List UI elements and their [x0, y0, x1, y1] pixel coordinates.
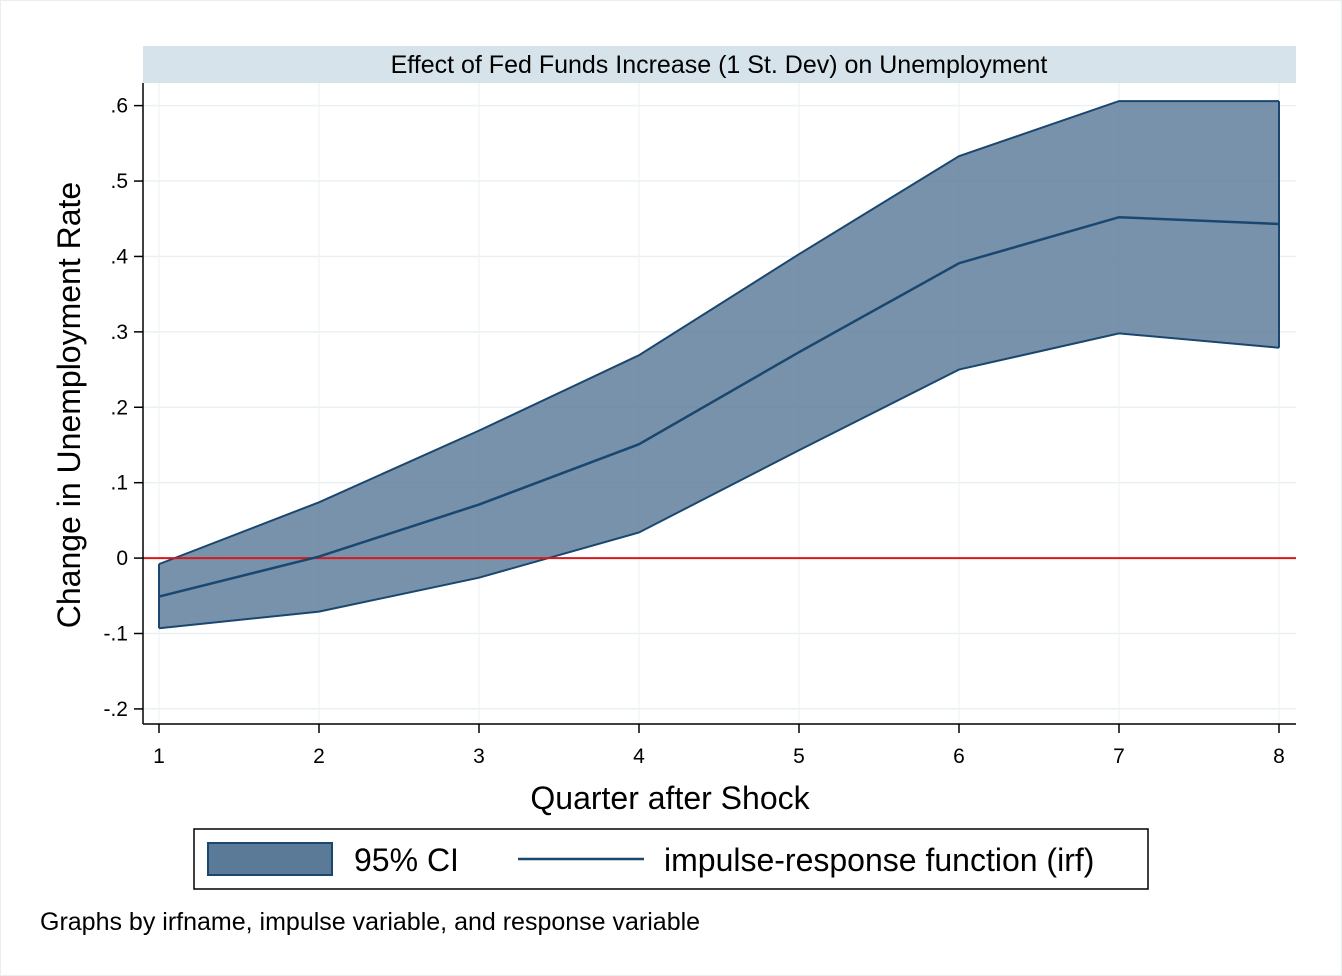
- legend-label-irf: impulse-response function (irf): [664, 842, 1094, 878]
- title-bar: [143, 46, 1296, 83]
- x-tick-label: 8: [1273, 745, 1285, 768]
- y-axis-title: Change in Unemployment Rate: [51, 182, 87, 628]
- y-tick-label: -.2: [103, 698, 128, 721]
- y-tick-label: .6: [110, 95, 128, 118]
- x-tick-label: 3: [473, 745, 485, 768]
- x-tick-label: 1: [153, 745, 165, 768]
- y-tick-label: 0: [116, 547, 128, 570]
- legend-swatch-ci: [207, 842, 333, 876]
- y-tick-label: .3: [110, 321, 128, 344]
- x-tick-label: 4: [633, 745, 645, 768]
- y-tick-label: .1: [110, 472, 128, 495]
- y-axis-ticks: -.2 -.1 0 .1 .2 .3 .4 .5 .6: [103, 95, 143, 721]
- y-tick-label: .4: [110, 245, 128, 268]
- ci-band: [159, 101, 1279, 629]
- series-layer: [143, 100, 1296, 630]
- x-tick-label: 2: [313, 745, 325, 768]
- y-tick-label: .2: [110, 396, 128, 419]
- x-tick-label: 6: [953, 745, 965, 768]
- x-axis-title: Quarter after Shock: [530, 780, 810, 816]
- x-tick-label: 7: [1113, 745, 1125, 768]
- graph-note: Graphs by irfname, impulse variable, and…: [40, 908, 700, 936]
- legend: 95% CI impulse-response function (irf): [193, 828, 1149, 890]
- x-tick-label: 5: [793, 745, 805, 768]
- x-axis-ticks: 1 2 3 4 5 6 7 8: [153, 724, 1285, 768]
- irf-line: [158, 215, 1280, 598]
- ci-lower-edge: [158, 332, 1280, 630]
- y-tick-label: .5: [110, 170, 128, 193]
- ci-upper-edge: [158, 100, 1279, 566]
- chart-title: Effect of Fed Funds Increase (1 St. Dev)…: [391, 51, 1048, 79]
- legend-label-ci: 95% CI: [354, 842, 459, 878]
- legend-box: [193, 828, 1149, 890]
- y-tick-label: -.1: [103, 623, 128, 646]
